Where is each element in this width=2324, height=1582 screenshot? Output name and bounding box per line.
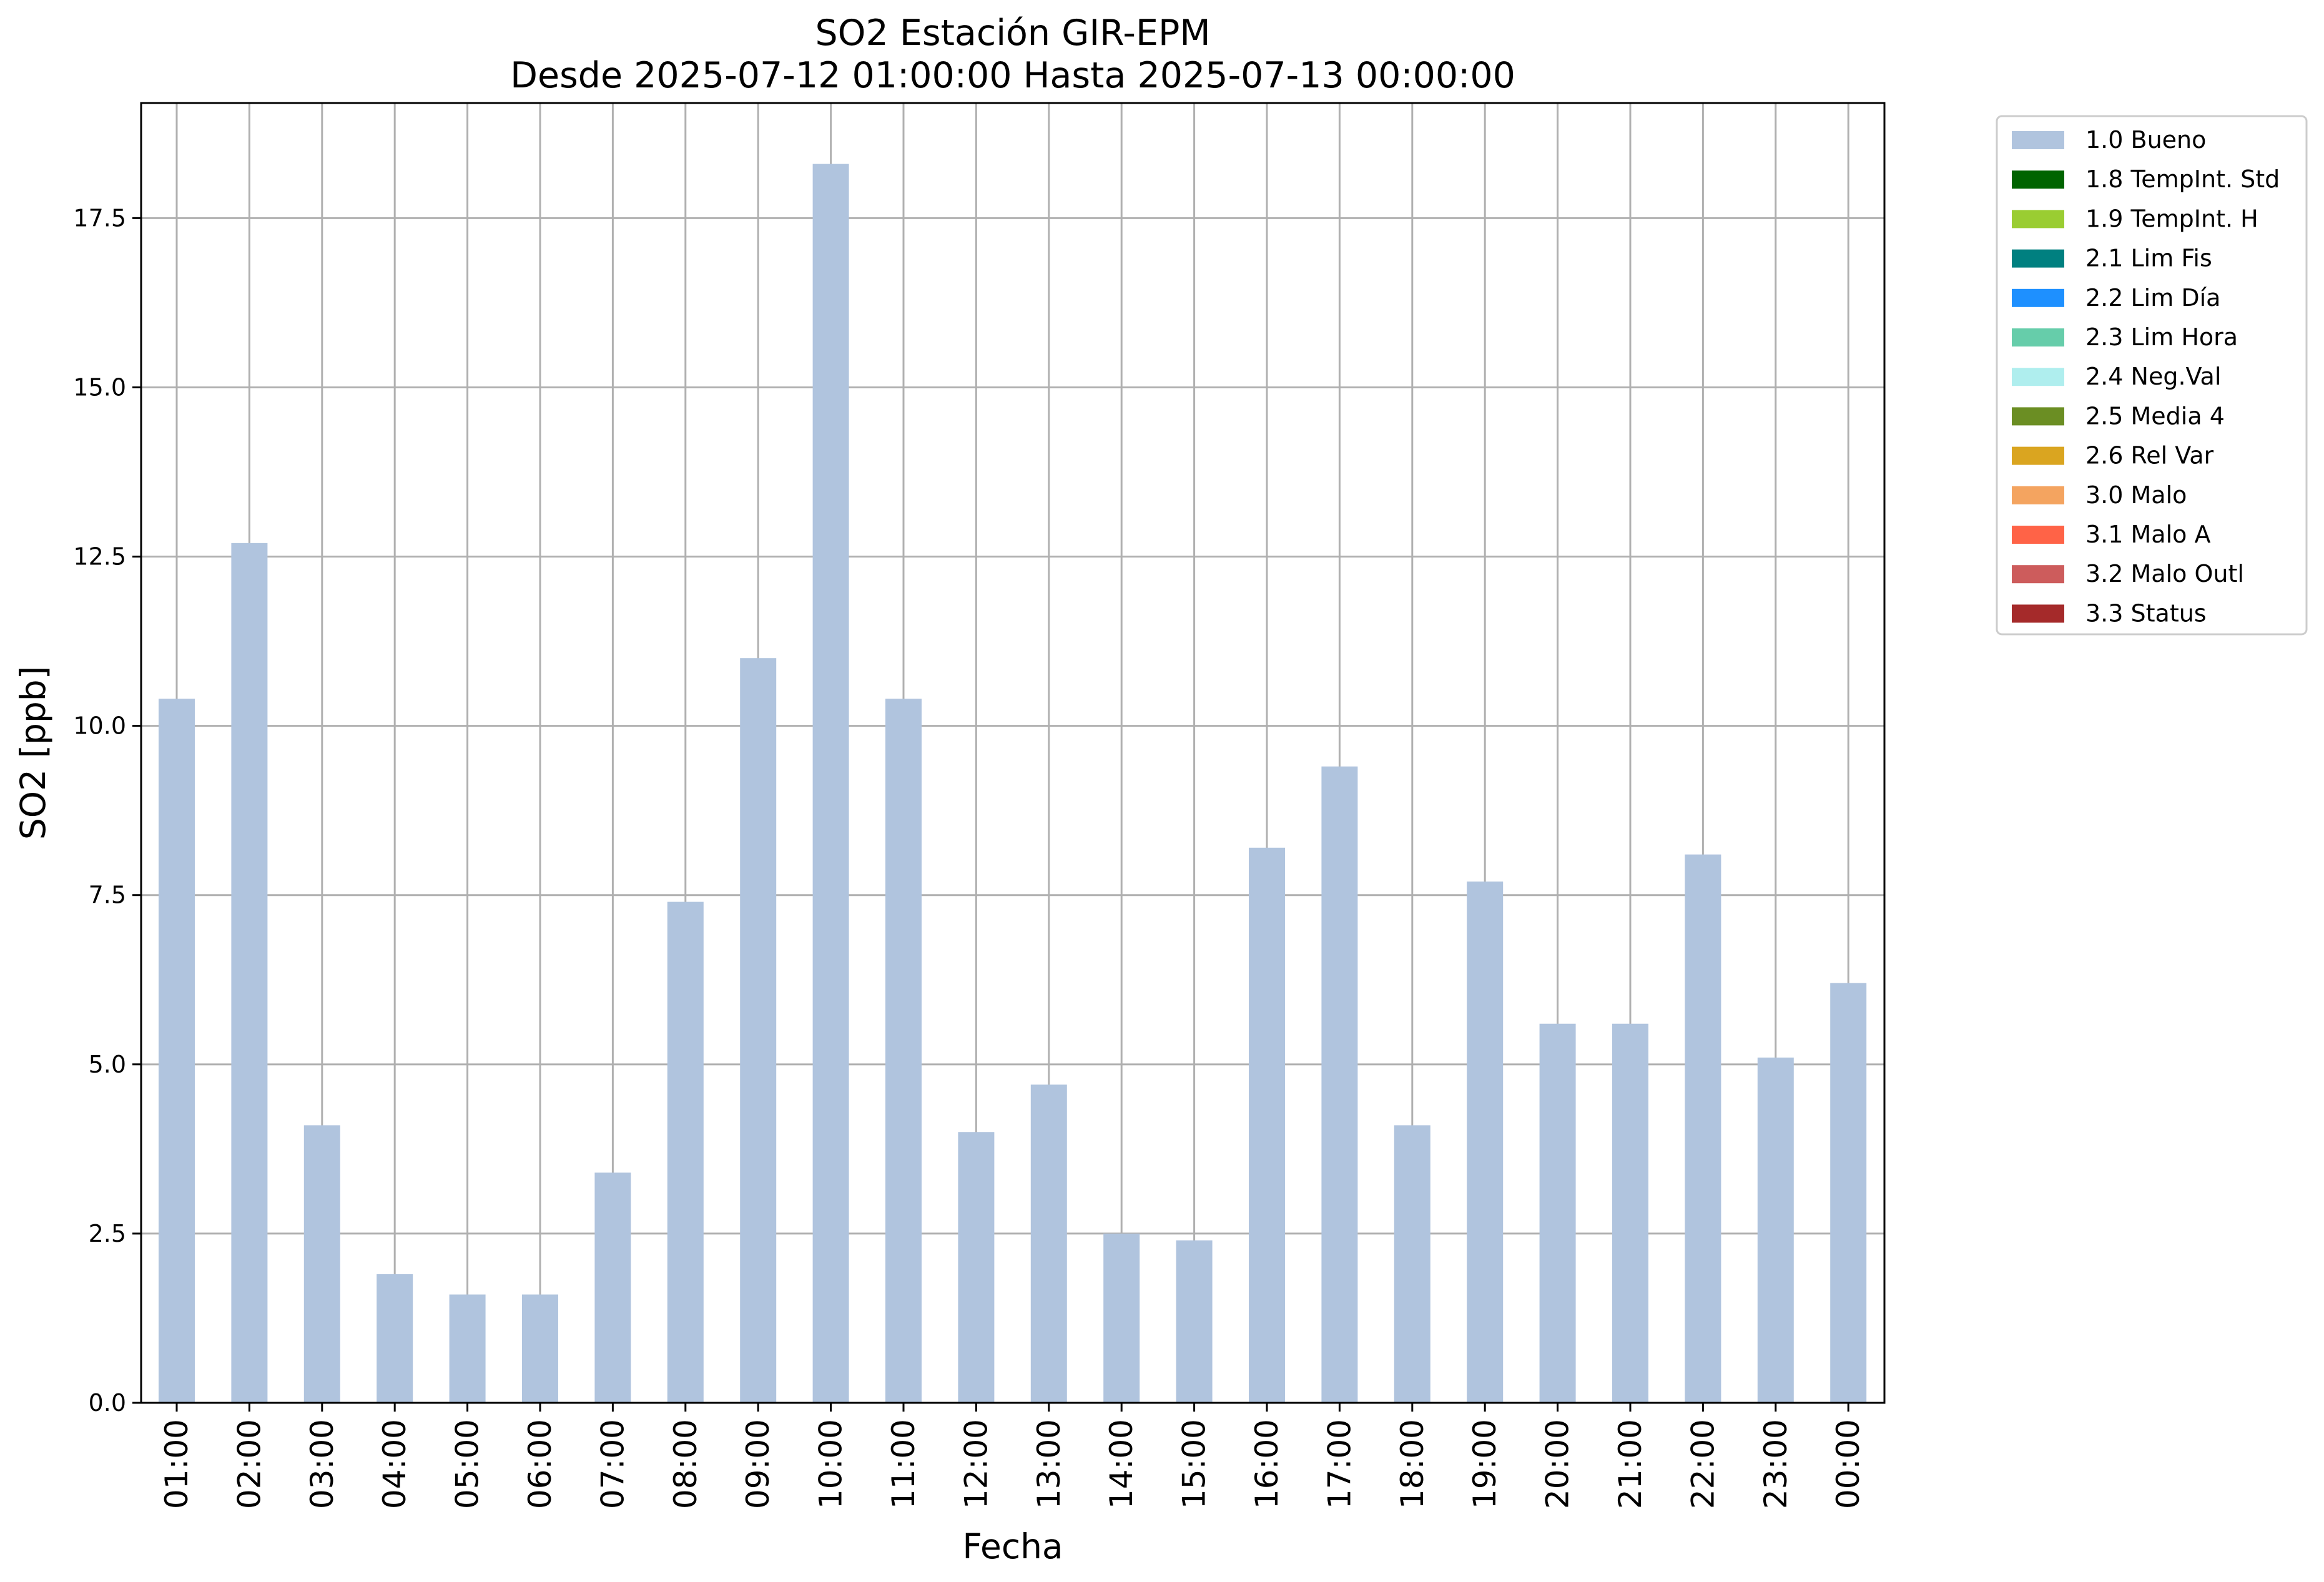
legend-swatch	[2012, 565, 2064, 584]
x-tick-label: 20:00	[1540, 1419, 1576, 1509]
legend-swatch	[2012, 486, 2064, 504]
y-tick-label: 7.5	[89, 882, 126, 909]
bar	[449, 1294, 486, 1403]
legend-label: 2.3 Lim Hora	[2085, 323, 2238, 351]
y-tick-label: 17.5	[73, 204, 126, 232]
x-tick-label: 09:00	[740, 1419, 776, 1509]
y-axis-label: SO2 [ppb]	[13, 666, 53, 840]
bar	[522, 1294, 558, 1403]
x-tick-label: 22:00	[1685, 1419, 1721, 1509]
x-tick-label: 10:00	[813, 1419, 849, 1509]
x-tick-label: 11:00	[885, 1419, 922, 1509]
bar	[1539, 1023, 1576, 1403]
bar	[303, 1125, 340, 1403]
y-axis-ticks: 0.0 2.5 5.0 7.5 10.0 12.5 15.0 17.5	[73, 204, 141, 1417]
legend-label: 1.9 TempInt. H	[2085, 205, 2258, 232]
legend-box	[1996, 115, 2308, 636]
x-tick-label: 17:00	[1321, 1419, 1357, 1509]
x-tick-label: 01:00	[159, 1419, 195, 1509]
legend-label: 3.3 Status	[2085, 599, 2207, 627]
bar	[159, 699, 195, 1403]
x-tick-label: 19:00	[1467, 1419, 1503, 1509]
bar	[667, 902, 704, 1403]
chart-subtitle: Desde 2025-07-12 01:00:00 Hasta 2025-07-…	[510, 55, 1515, 96]
x-tick-label: 21:00	[1612, 1419, 1648, 1509]
bar	[1830, 983, 1867, 1403]
x-tick-label: 18:00	[1394, 1419, 1430, 1509]
legend-label: 1.0 Bueno	[2085, 126, 2206, 154]
y-tick-label: 15.0	[73, 373, 126, 401]
legend-swatch	[2012, 170, 2064, 189]
legend-swatch	[2012, 210, 2064, 228]
x-tick-label: 03:00	[304, 1419, 340, 1509]
legend-swatch	[2012, 368, 2064, 386]
bar	[1685, 854, 1721, 1403]
legend-swatch	[2012, 604, 2064, 623]
bar	[958, 1132, 995, 1403]
x-tick-label: 15:00	[1176, 1419, 1213, 1509]
legend: 1.0 Bueno 1.8 TempInt. Std 1.9 TempInt. H 2…	[1996, 115, 2308, 636]
bar	[1030, 1084, 1067, 1403]
bar	[1612, 1023, 1648, 1403]
legend-label: 2.6 Rel Var	[2085, 442, 2214, 469]
x-tick-label: 06:00	[522, 1419, 558, 1509]
x-tick-label: 14:00	[1103, 1419, 1140, 1509]
x-tick-label: 02:00	[231, 1419, 267, 1509]
legend-swatch	[2012, 131, 2064, 149]
bar	[1467, 882, 1504, 1403]
legend-swatch	[2012, 328, 2064, 346]
x-tick-label: 13:00	[1031, 1419, 1067, 1509]
legend-label: 1.8 TempInt. Std	[2085, 165, 2280, 193]
bar	[1757, 1057, 1794, 1403]
x-axis-label: Fecha	[962, 1526, 1063, 1566]
legend-swatch	[2012, 526, 2064, 544]
y-tick-label: 12.5	[73, 543, 126, 571]
y-tick-label: 0.0	[89, 1389, 126, 1417]
legend-swatch	[2012, 288, 2064, 307]
bar	[1321, 766, 1358, 1403]
legend-label: 2.1 Lim Fis	[2085, 245, 2212, 272]
bar	[594, 1172, 631, 1403]
x-tick-label: 07:00	[594, 1419, 631, 1509]
legend-swatch	[2012, 446, 2064, 465]
bar	[1394, 1125, 1430, 1403]
legend-swatch	[2012, 249, 2064, 268]
x-axis-ticks: 01:00 02:00 03:00 04:00 05:00 06:00 07:00 08:00…	[159, 1403, 1866, 1509]
y-tick-label: 5.0	[89, 1051, 126, 1078]
x-tick-label: 00:00	[1830, 1419, 1866, 1509]
x-tick-label: 04:00	[377, 1419, 413, 1509]
bar	[812, 164, 849, 1403]
chart-title: SO2 Estación GIR-EPM	[815, 12, 1210, 54]
y-tick-label: 2.5	[89, 1220, 126, 1247]
bars	[159, 164, 1867, 1403]
plot-frame	[140, 102, 1886, 1404]
legend-label: 2.2 Lim Día	[2085, 284, 2220, 312]
bar	[377, 1274, 413, 1403]
x-tick-label: 08:00	[667, 1419, 704, 1509]
legend-label: 3.1 Malo A	[2085, 521, 2210, 548]
bar	[231, 543, 268, 1403]
x-tick-label: 23:00	[1758, 1419, 1794, 1509]
bar	[1249, 847, 1285, 1403]
bar	[885, 699, 922, 1403]
x-tick-label: 12:00	[958, 1419, 994, 1509]
y-tick-label: 10.0	[73, 712, 126, 740]
legend-label: 2.4 Neg.Val	[2085, 363, 2221, 390]
legend-label: 3.0 Malo	[2085, 481, 2187, 509]
bar	[1103, 1233, 1140, 1403]
bar	[740, 658, 777, 1403]
bar	[1176, 1240, 1213, 1403]
x-tick-label: 16:00	[1249, 1419, 1285, 1509]
x-tick-label: 05:00	[450, 1419, 486, 1509]
legend-label: 3.2 Malo Outl	[2085, 560, 2244, 587]
legend-label: 2.5 Media 4	[2085, 402, 2225, 430]
legend-swatch	[2012, 407, 2064, 426]
